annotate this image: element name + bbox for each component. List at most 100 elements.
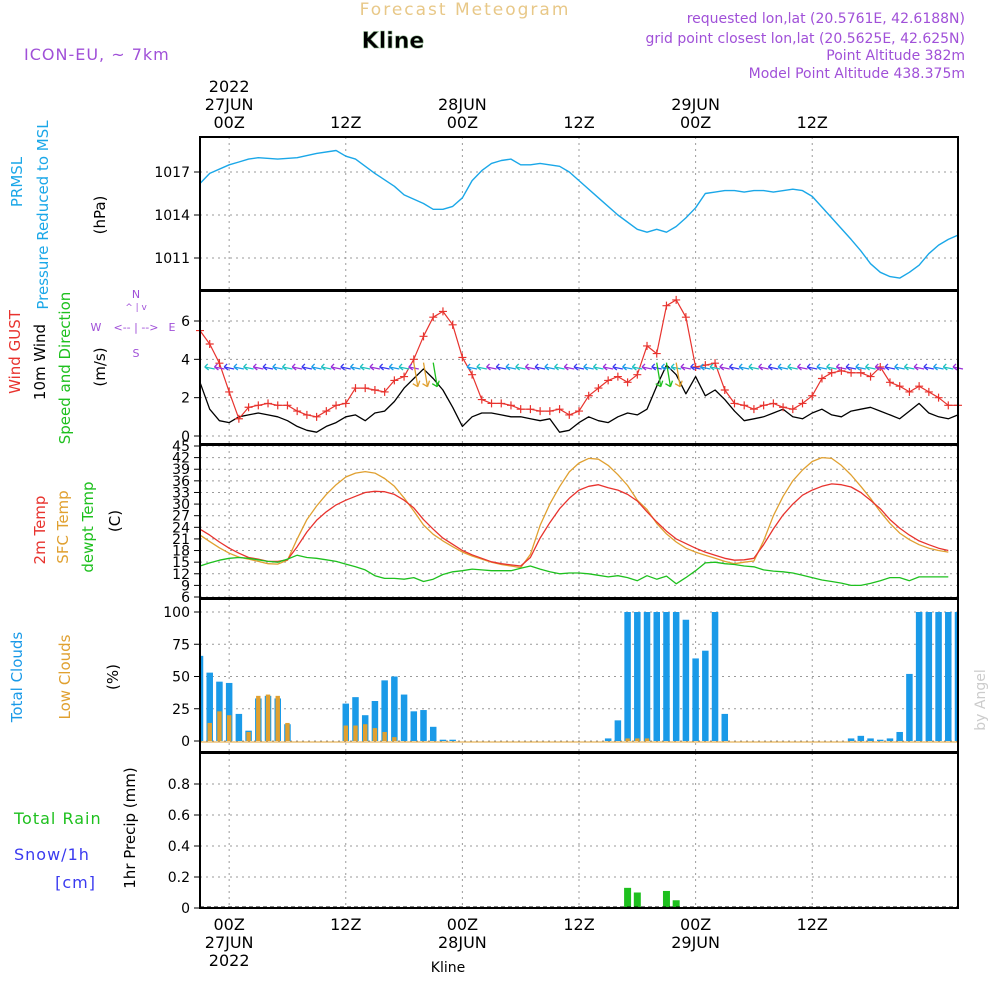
wind-gust-marker xyxy=(769,399,778,408)
wind-direction-arrow xyxy=(622,363,633,371)
total-cloud-bar xyxy=(604,738,612,741)
temperature-panel-tick-label: 18 xyxy=(172,544,190,560)
total-cloud-bar xyxy=(925,612,933,741)
wind-direction-arrow xyxy=(422,362,431,388)
wind-direction-arrow xyxy=(388,363,400,371)
top-time-label: 27JUN xyxy=(205,95,254,114)
wind-gust-marker xyxy=(662,301,671,310)
total-cloud-bar xyxy=(721,713,729,741)
wind-gust-marker xyxy=(643,341,652,350)
wind-direction-arrow xyxy=(855,363,866,371)
temperature-unit: (C) xyxy=(106,510,124,532)
wind-gust-marker xyxy=(409,355,418,364)
wind-gust-marker xyxy=(749,405,758,414)
wind-direction-arrow xyxy=(534,363,546,371)
bottom-time-label: 12Z xyxy=(330,915,361,934)
wind-direction-arrow xyxy=(680,363,692,371)
wind-gust-marker xyxy=(312,412,321,421)
wind-direction-arrow xyxy=(592,363,604,371)
wind-direction-arrow xyxy=(272,363,283,371)
pressure-unit: (hPa) xyxy=(91,196,109,235)
footer-location: Kline xyxy=(431,960,465,976)
bottom-time-label: 2022 xyxy=(209,951,250,970)
compass-e-label: E xyxy=(169,321,176,334)
wind-direction-arrow xyxy=(213,363,225,371)
top-time-label: 00Z xyxy=(680,113,711,132)
clouds-panel-tick-label: 100 xyxy=(163,605,190,621)
wind-gust-marker xyxy=(817,374,826,383)
clouds-panel-background xyxy=(200,599,958,752)
precip-panel-tick-label: 0.4 xyxy=(168,839,190,855)
low-cloud-bar xyxy=(275,695,280,741)
low-cloud-bar xyxy=(382,731,387,741)
wind-direction-arrow xyxy=(709,363,721,371)
precip-panel-background xyxy=(200,753,958,908)
low-cloud-bar xyxy=(353,725,358,741)
wind-gust-marker xyxy=(788,405,797,414)
bottom-time-label: 12Z xyxy=(563,915,594,934)
rain-bar xyxy=(672,900,680,908)
wind-gust-marker xyxy=(205,340,214,348)
wind-direction-arrow xyxy=(544,363,555,371)
wind-direction-arrow xyxy=(758,363,769,371)
bottom-time-label: 00Z xyxy=(447,915,478,934)
wind-gust-marker xyxy=(526,405,535,414)
wind-direction-arrow xyxy=(554,363,565,371)
wind-gust-marker xyxy=(429,313,438,322)
total-cloud-bar xyxy=(420,710,427,741)
pressure-label-short: PRMSL xyxy=(8,156,26,207)
wind-direction-arrow xyxy=(223,363,235,371)
total-cloud-bar xyxy=(200,655,204,741)
wind-speed-label: 10m Wind xyxy=(31,324,49,400)
low-cloud-bar xyxy=(217,711,222,741)
total-cloud-bar xyxy=(896,731,903,741)
total-cloud-bar xyxy=(235,713,243,741)
low-cloud-bar xyxy=(207,722,212,741)
pressure-label-long: Pressure Reduced to MSL xyxy=(34,120,52,310)
wind-direction-arrow xyxy=(787,363,798,371)
low-cloud-bar xyxy=(363,724,368,741)
wind-direction-arrow xyxy=(330,363,342,371)
wind-gust-marker xyxy=(594,384,603,393)
wind-direction-arrow xyxy=(865,363,876,371)
top-time-label: 2022 xyxy=(209,77,250,96)
wind-gust-marker xyxy=(225,387,234,396)
wind-gust-marker xyxy=(361,384,370,393)
total-cloud-bar xyxy=(857,735,865,741)
clouds-panel-tick-label: 75 xyxy=(172,637,190,653)
wind-unit: (m/s) xyxy=(91,347,109,386)
low-clouds-label: Low Clouds xyxy=(56,634,74,719)
header-info-3: Model Point Altitude 438.375m xyxy=(749,66,965,82)
wind-direction-arrow xyxy=(204,363,215,371)
compass-ns-arrows: ^ | v xyxy=(125,303,147,313)
wind-gust-marker xyxy=(293,407,302,416)
wind-gust-marker xyxy=(623,378,632,387)
low-cloud-bar xyxy=(256,695,261,741)
low-cloud-bar xyxy=(343,725,348,741)
wind-direction-arrow xyxy=(913,363,925,371)
total-cloud-bar xyxy=(439,739,447,741)
wind-gust-marker xyxy=(565,410,574,419)
total-cloud-bar xyxy=(391,676,398,741)
precip-panel-tick-label: 0.8 xyxy=(168,777,190,793)
wind-direction-arrow xyxy=(476,363,487,371)
wind-direction-arrow xyxy=(894,363,905,371)
bottom-time-label: 28JUN xyxy=(438,933,487,952)
wind-direction-arrow xyxy=(602,363,614,371)
wind-direction-arrow xyxy=(563,363,575,371)
temperature-panel-tick-label: 33 xyxy=(172,485,190,501)
wind-direction-arrow xyxy=(845,363,857,371)
rain-bar xyxy=(624,887,632,908)
bottom-time-label: 00Z xyxy=(213,915,244,934)
wind-speed-line xyxy=(199,364,959,433)
wind-gust-marker xyxy=(847,368,856,377)
clouds-panel-tick-label: 25 xyxy=(172,702,190,718)
credit-watermark: by Angel xyxy=(973,669,989,730)
location-title: Kline xyxy=(362,29,425,54)
wind-panel-tick-label: 2 xyxy=(181,391,190,407)
wind-gust-marker xyxy=(438,307,447,316)
wind-gust-marker xyxy=(234,414,243,423)
temperature-panel-tick-label: 21 xyxy=(172,532,190,548)
wind-gust-marker xyxy=(584,391,593,400)
wind-direction-arrow xyxy=(369,363,381,371)
